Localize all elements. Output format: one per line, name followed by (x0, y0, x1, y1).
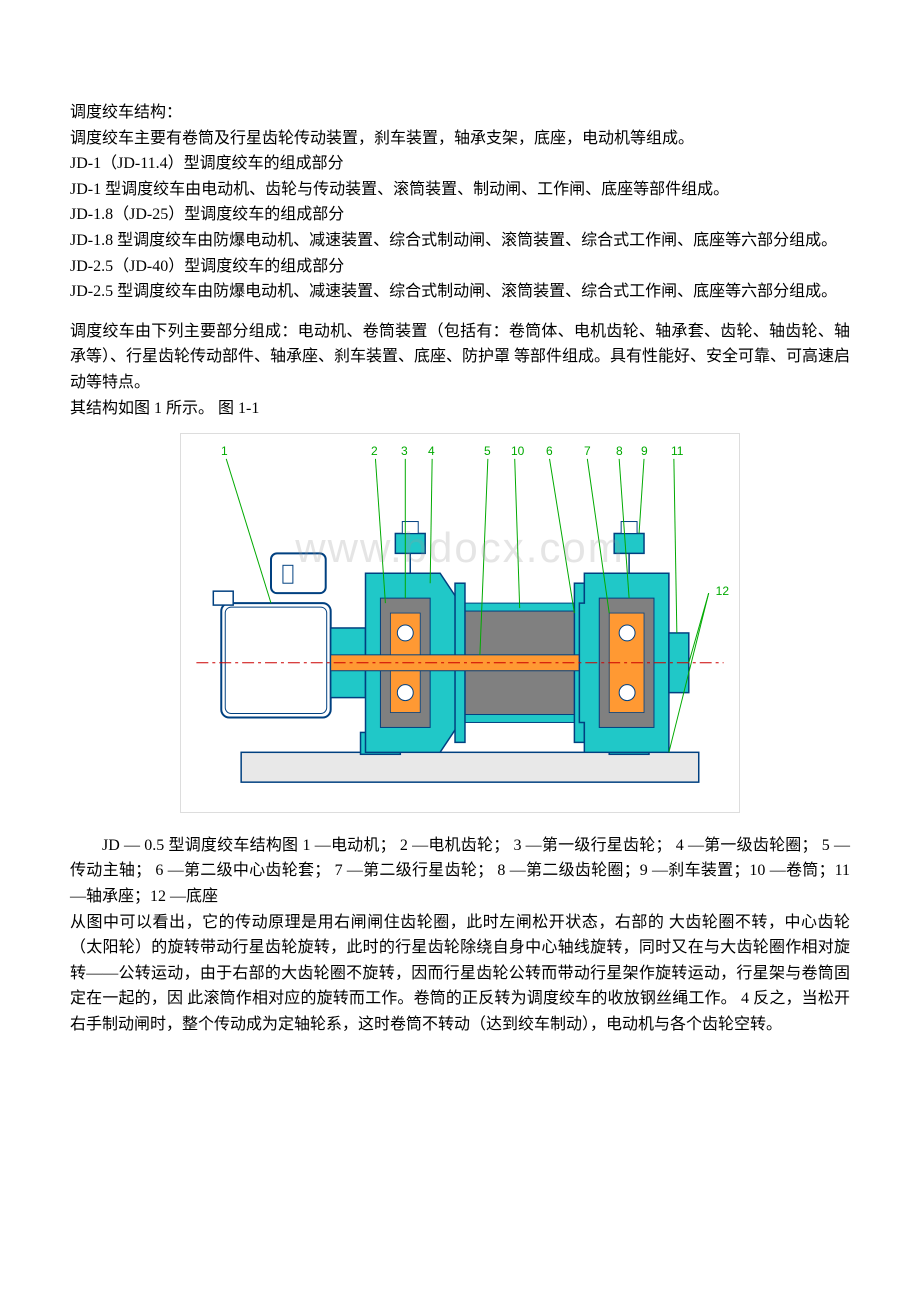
heading-structure: 调度绞车结构： (70, 100, 850, 126)
paragraph: 调度绞车由下列主要部分组成：电动机、卷筒装置（包括有：卷筒体、电机齿轮、轴承套、… (70, 319, 850, 396)
heading-jd1: JD-1（JD-11.4）型调度绞车的组成部分 (70, 151, 850, 177)
winch-diagram: www.bdocx.com (180, 433, 740, 813)
paragraph: JD-1 型调度绞车由电动机、齿轮与传动装置、滚筒装置、制动闸、工作闸、底座等部… (70, 177, 850, 203)
document-body: 调度绞车结构： 调度绞车主要有卷筒及行星齿轮传动装置，刹车装置，轴承支架，底座，… (70, 100, 850, 1037)
spacer (70, 305, 850, 319)
diagram-label: 8 (616, 442, 623, 461)
heading-jd18: JD-1.8（JD-25）型调度绞车的组成部分 (70, 202, 850, 228)
paragraph: JD-2.5 型调度绞车由防爆电动机、减速装置、综合式制动闸、滚筒装置、综合式工… (70, 279, 850, 305)
diagram-label-12: 12 (716, 582, 729, 601)
diagram-label: 11 (671, 442, 683, 461)
diagram-label: 9 (641, 442, 648, 461)
diagram-svg (181, 434, 739, 812)
diagram-label: 1 (221, 442, 228, 461)
diagram-label: 6 (546, 442, 553, 461)
diagram-label: 10 (511, 442, 524, 461)
diagram-label: 4 (428, 442, 435, 461)
figure-container: www.bdocx.com (70, 433, 850, 821)
diagram-label: 5 (484, 442, 491, 461)
diagram-label: 3 (401, 442, 408, 461)
paragraph: 从图中可以看出，它的传动原理是用右闸闸住齿轮圈，此时左闸松开状态，右部的 大齿轮… (70, 910, 850, 1038)
figure-caption: JD — 0.5 型调度绞车结构图 1 —电动机； 2 —电机齿轮； 3 —第一… (70, 833, 850, 910)
heading-jd25: JD-2.5（JD-40）型调度绞车的组成部分 (70, 254, 850, 280)
figure-reference: 其结构如图 1 所示。 图 1-1 (70, 396, 850, 422)
diagram-label: 7 (584, 442, 591, 461)
diagram-label: 2 (371, 442, 378, 461)
paragraph: 调度绞车主要有卷筒及行星齿轮传动装置，刹车装置，轴承支架，底座，电动机等组成。 (70, 126, 850, 152)
paragraph: JD-1.8 型调度绞车由防爆电动机、减速装置、综合式制动闸、滚筒装置、综合式工… (70, 228, 850, 254)
